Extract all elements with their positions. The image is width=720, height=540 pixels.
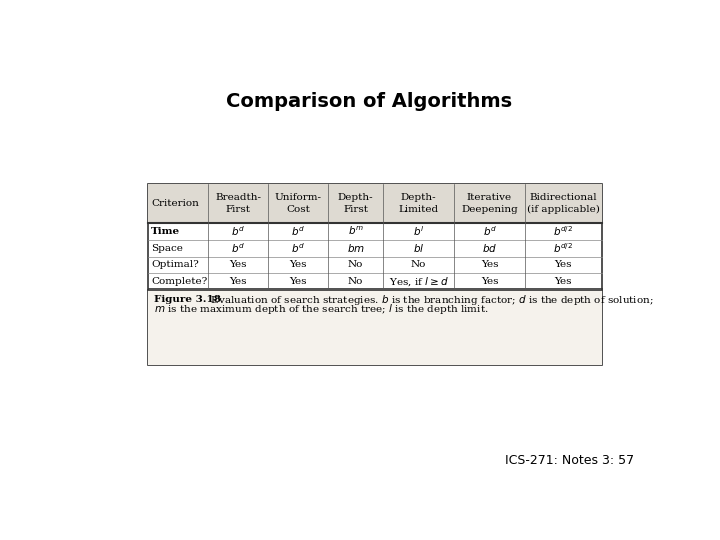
Text: $b^l$: $b^l$ bbox=[413, 224, 424, 238]
Text: $b^{d/2}$: $b^{d/2}$ bbox=[553, 224, 573, 238]
Text: Time: Time bbox=[151, 227, 180, 235]
Text: $b^{d/2}$: $b^{d/2}$ bbox=[553, 241, 573, 255]
Text: $bd$: $bd$ bbox=[482, 242, 497, 254]
Text: $b^m$: $b^m$ bbox=[348, 225, 364, 237]
Text: Comparison of Algorithms: Comparison of Algorithms bbox=[226, 92, 512, 111]
Text: $b^d$: $b^d$ bbox=[482, 224, 497, 238]
Text: Complete?: Complete? bbox=[151, 278, 207, 286]
Text: No: No bbox=[348, 260, 364, 269]
Text: Yes, if $l \geq d$: Yes, if $l \geq d$ bbox=[389, 275, 449, 288]
Text: Breadth-
First: Breadth- First bbox=[215, 193, 261, 214]
Text: $b^d$: $b^d$ bbox=[292, 224, 305, 238]
Text: Yes: Yes bbox=[289, 260, 307, 269]
Text: Evaluation of search strategies. $b$ is the branching factor; $d$ is the depth o: Evaluation of search strategies. $b$ is … bbox=[201, 293, 654, 307]
Text: $b^d$: $b^d$ bbox=[292, 241, 305, 255]
Bar bbox=[148, 184, 601, 222]
Text: Figure 3.18: Figure 3.18 bbox=[154, 295, 221, 304]
Text: Yes: Yes bbox=[289, 278, 307, 286]
Text: No: No bbox=[348, 278, 364, 286]
Text: No: No bbox=[411, 260, 426, 269]
Text: Yes: Yes bbox=[230, 278, 247, 286]
Text: $bl$: $bl$ bbox=[413, 242, 424, 254]
Text: Bidirectional
(if applicable): Bidirectional (if applicable) bbox=[527, 193, 600, 214]
Text: $bm$: $bm$ bbox=[347, 242, 365, 254]
Text: $m$ is the maximum depth of the search tree; $l$ is the depth limit.: $m$ is the maximum depth of the search t… bbox=[154, 302, 489, 316]
Text: $b^d$: $b^d$ bbox=[231, 224, 246, 238]
Text: Space: Space bbox=[151, 244, 183, 253]
Text: Criterion: Criterion bbox=[151, 199, 199, 208]
Text: Uniform-
Cost: Uniform- Cost bbox=[275, 193, 322, 214]
Text: Yes: Yes bbox=[554, 278, 572, 286]
Text: Iterative
Deepening: Iterative Deepening bbox=[461, 193, 518, 214]
Text: Optimal?: Optimal? bbox=[151, 260, 199, 269]
Text: Yes: Yes bbox=[230, 260, 247, 269]
Text: Yes: Yes bbox=[554, 260, 572, 269]
Text: Depth-
First: Depth- First bbox=[338, 193, 374, 214]
Text: ICS-271: Notes 3: 57: ICS-271: Notes 3: 57 bbox=[505, 454, 634, 467]
Text: $b^d$: $b^d$ bbox=[231, 241, 246, 255]
Text: Depth-
Limited: Depth- Limited bbox=[398, 193, 438, 214]
Text: Yes: Yes bbox=[481, 260, 498, 269]
Text: Yes: Yes bbox=[481, 278, 498, 286]
